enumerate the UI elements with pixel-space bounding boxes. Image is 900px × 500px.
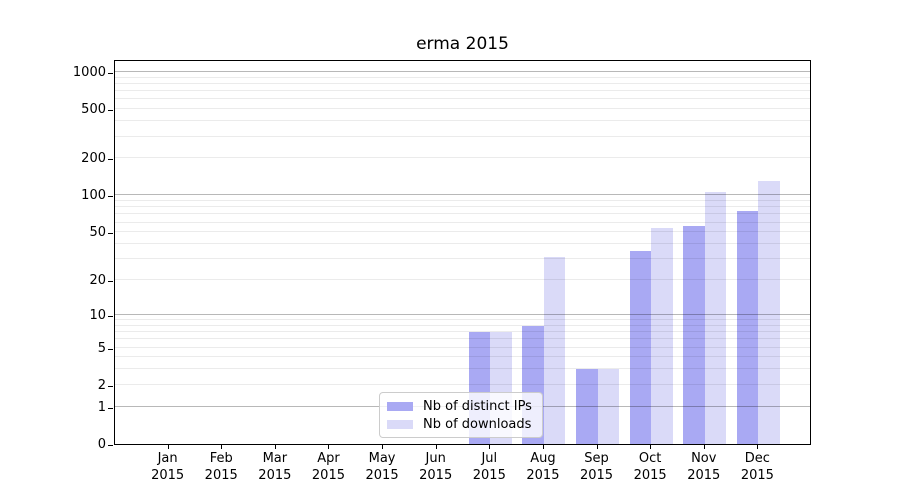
legend-swatch-distinct-ips xyxy=(387,402,413,411)
y-tick-label: 1 xyxy=(97,399,106,415)
x-tick xyxy=(274,445,276,449)
x-tick xyxy=(328,445,330,449)
x-tick-year: 2015 xyxy=(204,468,238,483)
gridline-minor xyxy=(115,76,810,78)
x-tick-year: 2015 xyxy=(311,468,345,483)
bar-nb-of-distinct-ips-dec xyxy=(736,210,759,444)
y-tick-label: 2 xyxy=(97,377,106,393)
legend: Nb of distinct IPs Nb of downloads xyxy=(379,392,543,438)
y-tick-label: 50 xyxy=(89,225,106,241)
y-tick xyxy=(108,281,113,283)
y-tick xyxy=(108,72,113,74)
x-tick-year: 2015 xyxy=(365,468,399,483)
y-tick-label: 20 xyxy=(89,273,106,289)
x-tick-month: Jun xyxy=(425,451,446,466)
y-tick xyxy=(108,196,113,198)
x-tick xyxy=(757,445,759,449)
x-tick-month: Jan xyxy=(157,451,178,466)
y-tick-label: 10 xyxy=(89,307,106,323)
legend-swatch-downloads xyxy=(387,420,413,429)
x-tick-label-apr: Apr 2015 xyxy=(298,450,358,484)
x-tick-label-aug: Aug 2015 xyxy=(513,450,573,484)
gridline-minor xyxy=(115,157,810,159)
x-tick-year: 2015 xyxy=(740,468,774,483)
legend-entry-distinct-ips: Nb of distinct IPs xyxy=(387,399,534,414)
x-tick-month: Aug xyxy=(530,451,556,466)
bar-nb-of-distinct-ips-nov xyxy=(683,226,705,444)
y-tick-label: 100 xyxy=(81,188,106,204)
x-tick-year: 2015 xyxy=(687,468,721,483)
x-tick-month: Oct xyxy=(638,451,662,466)
y-tick xyxy=(108,407,113,409)
x-tick-month: Sep xyxy=(584,451,609,466)
x-tick-month: Apr xyxy=(317,451,340,466)
y-tick xyxy=(108,110,113,112)
bar-nb-of-distinct-ips-oct xyxy=(629,251,652,444)
x-tick-year: 2015 xyxy=(526,468,560,483)
gridline-minor xyxy=(115,98,810,100)
bar-nb-of-downloads-dec xyxy=(758,181,780,444)
y-tick xyxy=(108,385,113,387)
bar-nb-of-downloads-aug xyxy=(543,257,566,444)
x-tick-label-oct: Oct 2015 xyxy=(620,450,680,484)
bar-nb-of-downloads-nov xyxy=(704,191,727,444)
x-tick-year: 2015 xyxy=(419,468,453,483)
gridline-minor xyxy=(115,82,810,84)
x-tick xyxy=(650,445,652,449)
bar-nb-of-downloads-sep xyxy=(597,369,619,444)
y-tick-label: 5 xyxy=(97,340,106,356)
x-tick-year: 2015 xyxy=(579,468,614,483)
x-tick-label-dec: Dec 2015 xyxy=(727,450,787,484)
y-tick xyxy=(108,159,113,161)
x-tick xyxy=(167,445,169,449)
x-tick-label-nov: Nov 2015 xyxy=(674,450,734,484)
y-tick-label: 200 xyxy=(81,151,106,167)
y-tick xyxy=(108,233,113,235)
x-tick-month: Mar xyxy=(262,451,288,466)
y-tick xyxy=(108,348,113,350)
y-tick xyxy=(108,445,113,446)
bar-nb-of-distinct-ips-sep xyxy=(576,369,598,444)
x-tick-label-may: May 2015 xyxy=(352,450,412,484)
x-tick-label-feb: Feb 2015 xyxy=(191,450,251,484)
x-tick-month: Feb xyxy=(209,451,233,466)
x-tick-month: Nov xyxy=(691,451,717,466)
x-tick xyxy=(221,445,223,449)
legend-label-downloads: Nb of downloads xyxy=(423,417,532,432)
y-tick-label: 1000 xyxy=(72,64,106,80)
legend-entry-downloads: Nb of downloads xyxy=(387,417,534,432)
x-tick-label-jan: Jan 2015 xyxy=(138,450,198,484)
x-tick-month: Dec xyxy=(744,451,770,466)
x-tick xyxy=(703,445,705,449)
x-tick-month: Jul xyxy=(481,451,498,466)
x-tick xyxy=(382,445,384,449)
x-tick xyxy=(435,445,437,449)
x-tick xyxy=(542,445,544,449)
x-tick-month: May xyxy=(368,451,396,466)
y-tick xyxy=(108,315,113,317)
gridline-minor xyxy=(115,90,810,92)
x-tick-year: 2015 xyxy=(633,468,667,483)
x-tick-year: 2015 xyxy=(258,468,292,483)
gridline-minor xyxy=(115,108,810,110)
x-tick-year: 2015 xyxy=(472,468,506,483)
x-tick-label-sep: Sep 2015 xyxy=(567,450,627,484)
chart-title: erma 2015 xyxy=(416,34,509,54)
gridline-major xyxy=(115,70,810,72)
gridline-minor xyxy=(115,120,810,122)
x-tick-label-jun: Jun 2015 xyxy=(406,450,466,484)
gridline-minor xyxy=(115,135,810,137)
x-tick-label-jul: Jul 2015 xyxy=(459,450,519,484)
legend-label-distinct-ips: Nb of distinct IPs xyxy=(423,399,532,414)
x-tick-year: 2015 xyxy=(151,468,185,483)
y-tick-label: 0 xyxy=(97,437,106,452)
plot-area xyxy=(114,60,811,445)
y-tick-label: 500 xyxy=(81,102,106,118)
x-tick-label-mar: Mar 2015 xyxy=(245,450,305,484)
x-tick xyxy=(596,445,598,449)
bar-nb-of-downloads-oct xyxy=(651,228,673,444)
x-tick xyxy=(489,445,491,449)
